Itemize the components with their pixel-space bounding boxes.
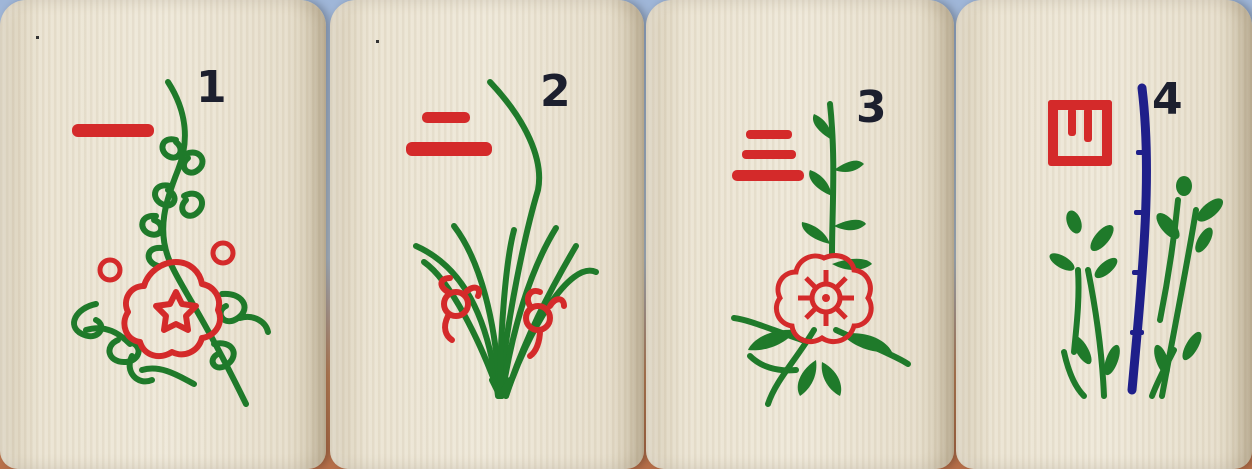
tile-number: 1: [196, 62, 227, 113]
tile-number: 2: [540, 66, 571, 117]
chrysanthemum-icon: [731, 101, 911, 407]
mahjong-tile-3[interactable]: 三 3: [646, 0, 954, 469]
tile-number: 4: [1152, 74, 1183, 125]
plum-blossom-icon: [36, 36, 271, 407]
mahjong-tile-1[interactable]: 一 1: [0, 0, 326, 469]
orchid-icon: [376, 40, 599, 399]
tile-number: 3: [856, 82, 887, 133]
mahjong-tile-4[interactable]: 四 4: [956, 0, 1252, 469]
bamboo-icon: [1048, 83, 1224, 399]
mahjong-tile-2[interactable]: 二 2: [330, 0, 644, 469]
